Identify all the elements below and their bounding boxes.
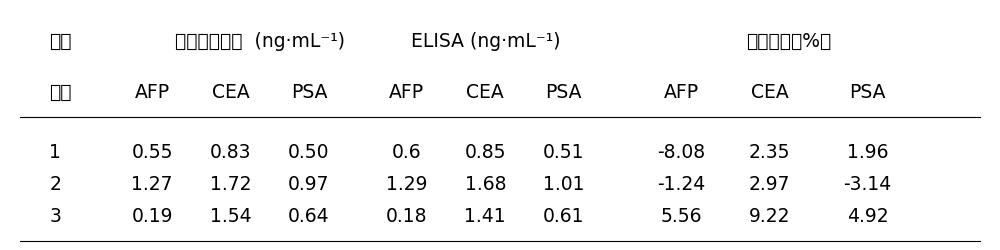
- Text: 相对误差（%）: 相对误差（%）: [746, 32, 832, 50]
- Text: 1.29: 1.29: [386, 174, 428, 193]
- Text: 1.01: 1.01: [543, 174, 584, 193]
- Text: 0.18: 0.18: [386, 206, 428, 225]
- Text: CEA: CEA: [212, 82, 249, 102]
- Text: 0.55: 0.55: [131, 142, 173, 161]
- Text: 0.19: 0.19: [131, 206, 173, 225]
- Text: 本发明传感器  (ng·mL⁻¹): 本发明传感器 (ng·mL⁻¹): [175, 32, 345, 50]
- Text: AFP: AFP: [389, 82, 424, 102]
- Text: 1.72: 1.72: [210, 174, 251, 193]
- Text: 3: 3: [49, 206, 61, 225]
- Text: 1.41: 1.41: [464, 206, 506, 225]
- Text: 1.27: 1.27: [131, 174, 173, 193]
- Text: 4.92: 4.92: [847, 206, 888, 225]
- Text: 1: 1: [49, 142, 61, 161]
- Text: 5.56: 5.56: [661, 206, 702, 225]
- Text: 1.68: 1.68: [465, 174, 506, 193]
- Text: 9.22: 9.22: [749, 206, 790, 225]
- Text: 0.50: 0.50: [288, 142, 330, 161]
- Text: 2.97: 2.97: [749, 174, 790, 193]
- Text: 0.51: 0.51: [543, 142, 584, 161]
- Text: 0.6: 0.6: [392, 142, 422, 161]
- Text: 1.54: 1.54: [210, 206, 251, 225]
- Text: PSA: PSA: [545, 82, 582, 102]
- Text: CEA: CEA: [466, 82, 504, 102]
- Text: -3.14: -3.14: [843, 174, 892, 193]
- Text: 0.61: 0.61: [543, 206, 584, 225]
- Text: AFP: AFP: [664, 82, 699, 102]
- Text: 样品: 样品: [49, 32, 72, 50]
- Text: 2: 2: [49, 174, 61, 193]
- Text: AFP: AFP: [135, 82, 170, 102]
- Text: CEA: CEA: [751, 82, 788, 102]
- Text: PSA: PSA: [849, 82, 886, 102]
- Text: 0.83: 0.83: [210, 142, 251, 161]
- Text: -1.24: -1.24: [657, 174, 705, 193]
- Text: 0.64: 0.64: [288, 206, 330, 225]
- Text: 编号: 编号: [49, 82, 72, 102]
- Text: 0.85: 0.85: [465, 142, 506, 161]
- Text: ELISA (ng·mL⁻¹): ELISA (ng·mL⁻¹): [411, 32, 560, 50]
- Text: 2.35: 2.35: [749, 142, 790, 161]
- Text: 1.96: 1.96: [847, 142, 888, 161]
- Text: -8.08: -8.08: [657, 142, 705, 161]
- Text: 0.97: 0.97: [288, 174, 330, 193]
- Text: PSA: PSA: [291, 82, 327, 102]
